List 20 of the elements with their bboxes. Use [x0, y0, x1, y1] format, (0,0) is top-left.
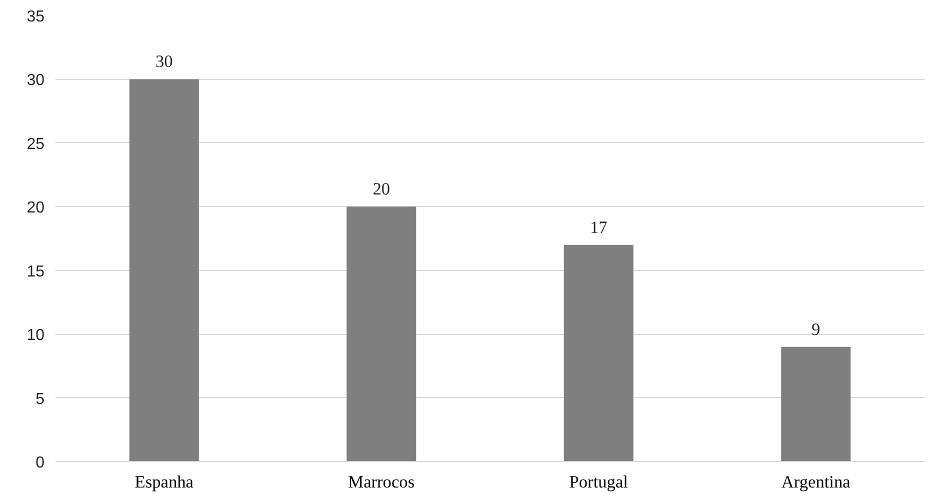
bar	[564, 244, 634, 462]
y-tick-label: 20	[26, 200, 45, 217]
data-label: 20	[372, 180, 390, 199]
x-tick-label: Marrocos	[348, 472, 415, 492]
data-label: 17	[590, 218, 608, 237]
y-tick-label: 10	[26, 327, 45, 344]
data-label: 9	[812, 320, 820, 339]
y-tick-label: 5	[36, 390, 45, 408]
data-label: 30	[155, 52, 173, 72]
bar	[781, 346, 851, 462]
y-tick-label: 15	[26, 263, 45, 280]
x-tick-label: Portugal	[569, 472, 628, 492]
y-tick-label: 30	[26, 72, 45, 90]
x-tick-label: Espanha	[134, 472, 194, 492]
y-tick-label: 0	[36, 454, 45, 472]
bar	[346, 206, 416, 462]
y-tick-label: 25	[26, 136, 45, 153]
bar	[129, 79, 199, 462]
x-tick-label: Argentina	[781, 472, 851, 492]
y-tick-label: 35	[26, 8, 45, 26]
